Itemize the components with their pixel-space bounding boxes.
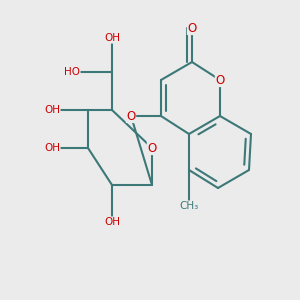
Text: HO: HO [64, 67, 80, 77]
Text: O: O [215, 74, 225, 86]
Text: OH: OH [44, 105, 60, 115]
Text: OH: OH [104, 33, 120, 43]
Text: OH: OH [44, 143, 60, 153]
Text: O: O [147, 142, 157, 154]
Text: O: O [126, 110, 136, 122]
Text: OH: OH [104, 217, 120, 227]
Text: CH₃: CH₃ [179, 201, 199, 211]
Text: O: O [188, 22, 196, 34]
